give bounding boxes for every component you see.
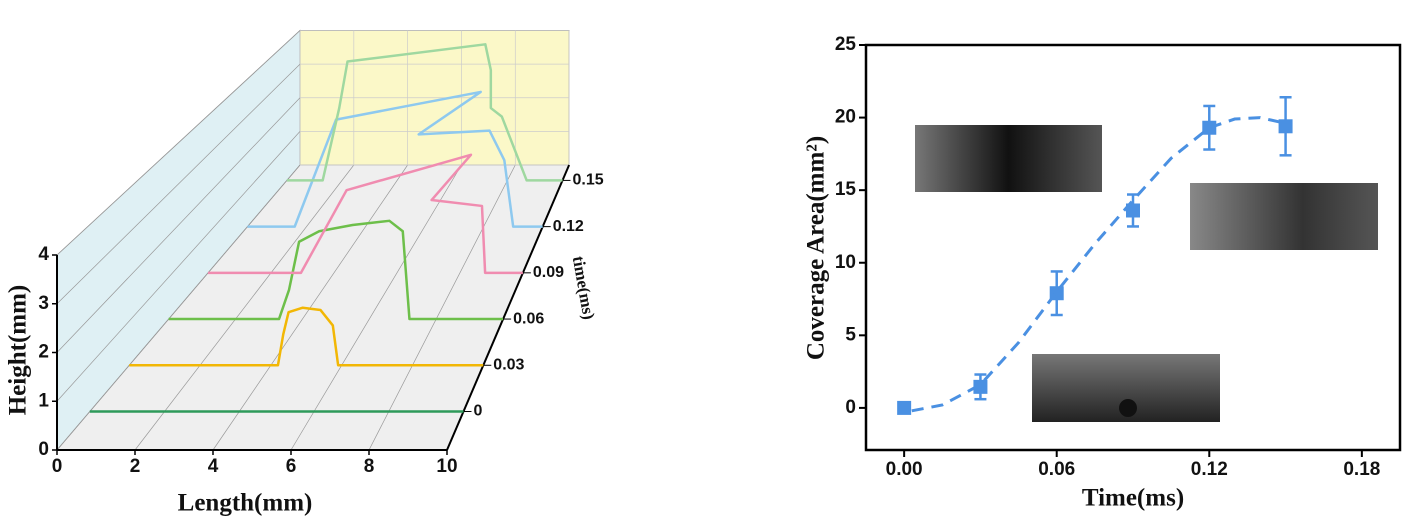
- profile-line: [168, 219, 504, 321]
- y-axis-title: Height(mm): [5, 285, 32, 416]
- data-point: [973, 379, 988, 394]
- z-tick-label: 0.09: [533, 264, 564, 281]
- y-tick-label: 20: [835, 107, 856, 128]
- x-tick-label: 0.06: [1038, 459, 1075, 480]
- fit-curve: [911, 116, 1286, 413]
- grid-line: [56, 97, 301, 353]
- grid-line: [368, 164, 516, 451]
- y-tick-label: 3: [38, 293, 49, 314]
- z-tick-label: 0.15: [573, 172, 604, 189]
- grid-line: [134, 164, 355, 451]
- y-tick-label: 15: [835, 179, 857, 200]
- data-point: [1202, 120, 1217, 135]
- y-tick-label: 0: [845, 397, 856, 418]
- inset-droplet: [1119, 399, 1137, 417]
- data-point: [897, 400, 912, 415]
- x-tick-label: 10: [436, 456, 457, 477]
- grid-line: [56, 164, 301, 451]
- z-tick-label: 0.03: [493, 356, 524, 373]
- x-axis-title: Length(mm): [178, 490, 313, 517]
- x-tick-label: 0.18: [1343, 459, 1380, 480]
- x-tick-label: 2: [130, 456, 141, 477]
- grid-line: [56, 63, 301, 304]
- z-tick-label: 0.12: [553, 218, 584, 235]
- z-tick-label: 0: [474, 403, 483, 420]
- x-tick-label: 0.12: [1191, 459, 1228, 480]
- y-tick-label: 0: [38, 439, 49, 460]
- y-tick-label: 1: [38, 390, 49, 411]
- y-tick-label: 25: [835, 34, 857, 55]
- x-tick-label: 0: [52, 456, 63, 477]
- profile-line: [208, 153, 523, 275]
- y-tick-label: 5: [845, 324, 856, 345]
- floor: [57, 165, 570, 450]
- y-axis-title: Coverage Area(mm²): [803, 136, 830, 360]
- waterfall-chart: 0 2 4 6 8 10 0 1 2 3 4 0 0.03 0.06 0.09 0.12 0.15 Length(…: [5, 29, 604, 517]
- data-point: [1278, 119, 1293, 134]
- profile-line: [129, 306, 484, 367]
- profile-line: [286, 43, 563, 182]
- grid-line: [290, 164, 462, 451]
- x-tick-label: 4: [208, 456, 219, 477]
- z-axis-title: time(ms): [569, 254, 599, 321]
- x-axis-title: Time(ms): [1082, 485, 1184, 512]
- x-tick-label: 6: [286, 456, 297, 477]
- data-point: [1126, 203, 1140, 218]
- x-tick-label: 0.00: [886, 459, 923, 480]
- scatter-chart: 0.00 0.06 0.12 0.18 0 5 10 15 20 25 Time(ms) Covera…: [803, 34, 1402, 512]
- profile-line: [247, 90, 543, 228]
- grid-line: [56, 30, 301, 256]
- y-tick-label: 4: [38, 244, 49, 265]
- plot-frame: [864, 43, 1402, 452]
- grid-line: [56, 131, 301, 402]
- y-tick-label: 2: [38, 342, 49, 363]
- inset-image: [915, 125, 1102, 192]
- z-axis: [446, 164, 571, 451]
- z-tick-label: 0.06: [513, 310, 544, 327]
- x-tick-label: 8: [364, 456, 375, 477]
- y-tick-label: 10: [835, 252, 856, 273]
- inset-image: [1190, 183, 1378, 250]
